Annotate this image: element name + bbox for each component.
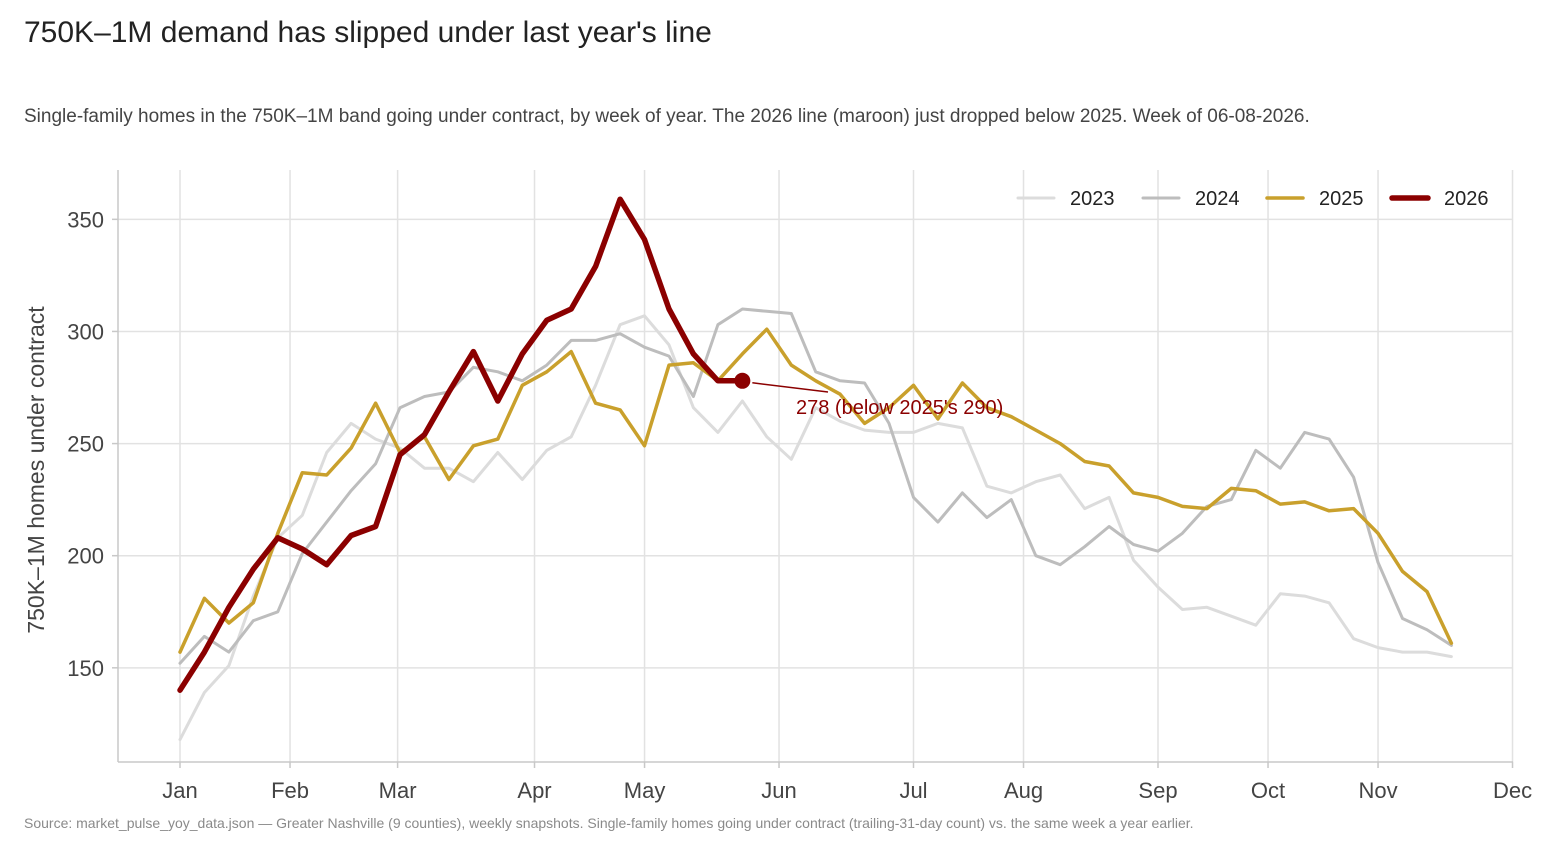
annotation-layer: 278 (below 2025's 290) [734,372,1003,419]
y-tick-label: 250 [67,432,104,457]
x-tick-label: May [624,778,666,803]
x-tick-label: Jul [899,778,927,803]
series-line-2026 [177,196,746,693]
legend-label-2026: 2026 [1444,188,1489,210]
x-tick-label: Sep [1138,778,1177,803]
series-line-2024 [178,307,1453,665]
x-tick-label: Apr [517,778,551,803]
legend-label-2023: 2023 [1070,188,1115,210]
series-lines [177,196,1454,742]
chart-title: 750K–1M demand has slipped under last ye… [24,16,712,49]
x-tick-label: Jun [761,778,796,803]
legend-label-2024: 2024 [1195,188,1240,210]
y-tick-label: 200 [67,544,104,569]
x-tick-label: Aug [1004,778,1043,803]
source-note: Source: market_pulse_yoy_data.json — Gre… [24,815,1194,831]
annotation-leader [752,382,829,393]
annotation-label: 278 (below 2025's 290) [796,397,1003,419]
x-tick-label: Feb [271,778,309,803]
axes: 150 200 250 300 350 Jan Feb Mar Apr May Jun Jul Aug S… [23,170,1532,803]
y-tick-label: 350 [67,207,104,232]
chart-subtitle: Single-family homes in the 750K–1M band … [24,106,1310,127]
x-tick-label: Jan [162,778,197,803]
x-tick-label: Oct [1251,778,1285,803]
grid-lines [118,170,1514,762]
y-tick-label: 150 [67,656,104,681]
legend-label-2025: 2025 [1319,188,1364,210]
highlight-point [734,372,751,389]
y-axis-label: 750K–1M homes under contract [23,306,49,634]
series-line-2025 [178,327,1454,654]
y-tick-label: 300 [67,319,104,344]
x-tick-label: Dec [1493,778,1532,803]
x-tick-label: Nov [1358,778,1397,803]
x-tick-label: Mar [379,778,417,803]
series-line-2023 [178,314,1453,742]
legend: 2023 2024 2025 2026 [1016,188,1489,210]
